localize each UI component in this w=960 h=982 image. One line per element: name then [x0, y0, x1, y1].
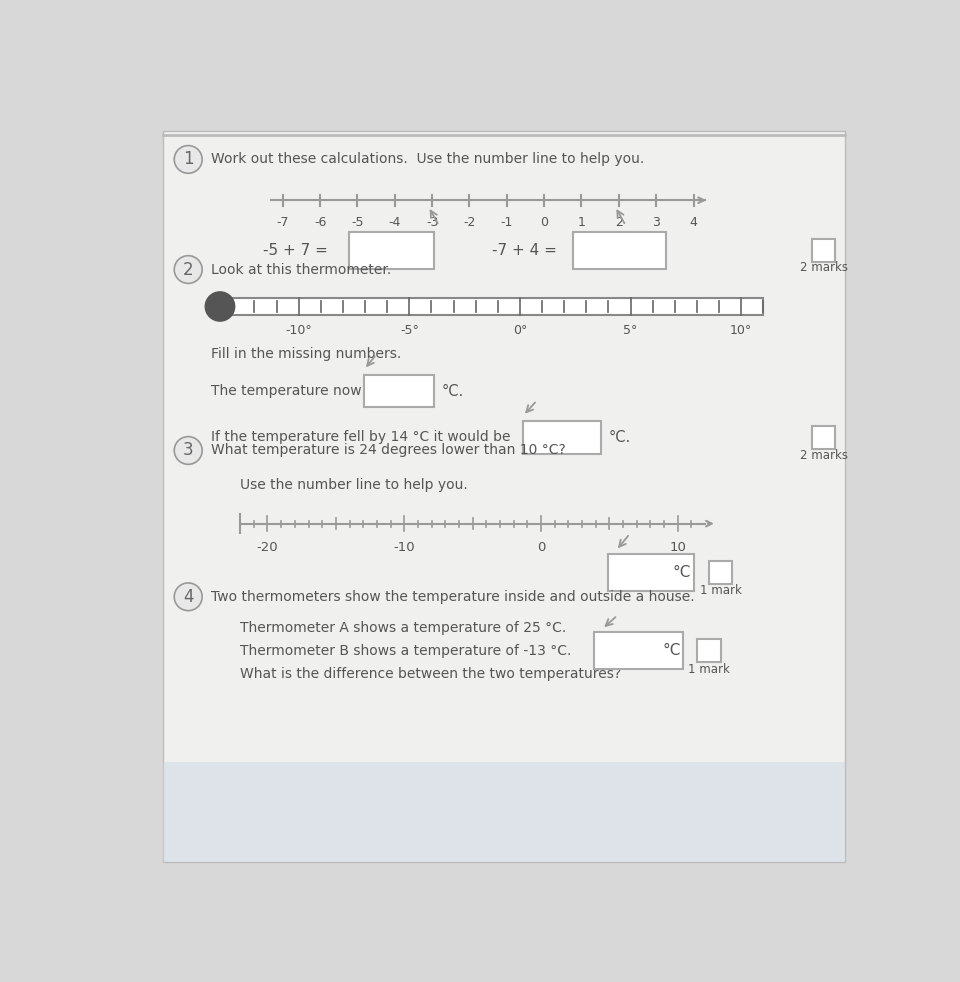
Text: 1: 1 — [578, 216, 586, 229]
Bar — [594, 632, 684, 669]
Text: 3: 3 — [183, 442, 194, 460]
Text: 2 marks: 2 marks — [800, 450, 848, 463]
Text: 4: 4 — [689, 216, 697, 229]
Text: -1: -1 — [500, 216, 513, 229]
Circle shape — [175, 583, 203, 611]
Text: -2: -2 — [464, 216, 475, 229]
Bar — [573, 232, 666, 269]
Text: Thermometer B shows a temperature of -13 °C.: Thermometer B shows a temperature of -13… — [240, 643, 571, 658]
Bar — [232, 298, 763, 315]
Text: Fill in the missing numbers.: Fill in the missing numbers. — [211, 348, 401, 361]
Text: What temperature is 24 degrees lower than 10 °C?: What temperature is 24 degrees lower tha… — [211, 444, 566, 458]
Bar — [348, 232, 434, 269]
Text: 0: 0 — [540, 216, 548, 229]
Text: 2 marks: 2 marks — [800, 260, 848, 274]
Circle shape — [205, 292, 234, 321]
Text: -7: -7 — [276, 216, 289, 229]
Text: -20: -20 — [256, 540, 278, 554]
Text: °C: °C — [673, 565, 691, 579]
Text: 10°: 10° — [730, 324, 753, 337]
Bar — [709, 561, 732, 583]
Circle shape — [175, 437, 203, 464]
Text: 1 mark: 1 mark — [688, 663, 730, 676]
Text: 1 mark: 1 mark — [700, 584, 741, 597]
Text: -10°: -10° — [285, 324, 312, 337]
Text: 4: 4 — [183, 588, 194, 606]
Bar — [812, 426, 835, 449]
Text: 2: 2 — [183, 260, 194, 279]
Text: °C.: °C. — [609, 430, 631, 445]
Circle shape — [175, 145, 203, 173]
Text: -5 + 7 =: -5 + 7 = — [263, 243, 328, 258]
Bar — [609, 554, 693, 590]
Text: 1: 1 — [183, 150, 194, 169]
Text: 10: 10 — [669, 540, 686, 554]
Text: 5°: 5° — [623, 324, 637, 337]
Text: -10: -10 — [394, 540, 415, 554]
Text: Two thermometers show the temperature inside and outside a house.: Two thermometers show the temperature in… — [211, 590, 695, 604]
Text: What is the difference between the two temperatures?: What is the difference between the two t… — [240, 667, 621, 681]
Text: -3: -3 — [426, 216, 439, 229]
Text: 2: 2 — [615, 216, 623, 229]
Text: -4: -4 — [389, 216, 401, 229]
Circle shape — [175, 255, 203, 284]
Text: -5: -5 — [351, 216, 364, 229]
Text: -7 + 4 =: -7 + 4 = — [492, 243, 557, 258]
Text: -5°: -5° — [400, 324, 419, 337]
Bar — [364, 375, 434, 408]
Bar — [697, 639, 721, 662]
Text: °C.: °C. — [442, 384, 464, 399]
Bar — [523, 421, 601, 454]
Text: °C: °C — [662, 643, 681, 658]
Text: -6: -6 — [314, 216, 326, 229]
Text: 3: 3 — [652, 216, 660, 229]
Bar — [812, 239, 835, 262]
Text: 0: 0 — [537, 540, 545, 554]
Text: Thermometer A shows a temperature of 25 °C.: Thermometer A shows a temperature of 25 … — [240, 621, 566, 634]
Bar — [162, 762, 845, 862]
Text: 0°: 0° — [513, 324, 527, 337]
Text: If the temperature fell by 14 °C it would be: If the temperature fell by 14 °C it woul… — [211, 430, 511, 445]
Text: Use the number line to help you.: Use the number line to help you. — [240, 478, 468, 492]
Text: Work out these calculations.  Use the number line to help you.: Work out these calculations. Use the num… — [211, 152, 645, 166]
Text: Look at this thermometer.: Look at this thermometer. — [211, 262, 392, 277]
Text: The temperature now is: The temperature now is — [211, 384, 377, 398]
